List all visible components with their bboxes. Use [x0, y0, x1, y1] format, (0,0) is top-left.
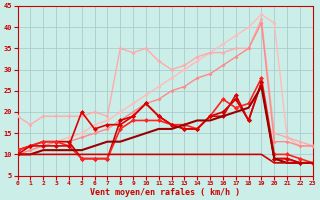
- X-axis label: Vent moyen/en rafales ( km/h ): Vent moyen/en rafales ( km/h ): [90, 188, 240, 197]
